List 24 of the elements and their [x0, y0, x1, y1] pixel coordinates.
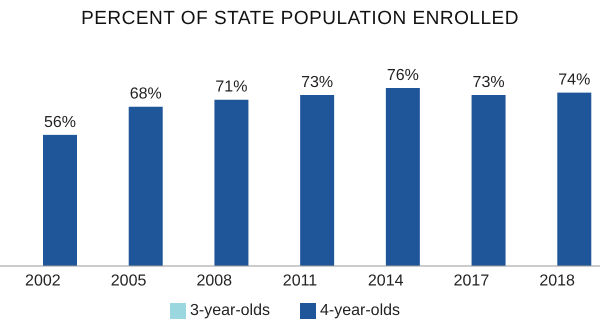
bar	[128, 106, 163, 266]
data-label: 68%	[130, 86, 162, 103]
x-tick-label: 2014	[368, 272, 404, 290]
x-tick-label: 2011	[282, 272, 318, 290]
legend-label: 4-year-olds	[320, 302, 400, 319]
data-label: 74%	[558, 72, 590, 89]
chart-title: PERCENT OF STATE POPULATION ENROLLED	[80, 7, 520, 31]
bar	[214, 100, 248, 266]
x-tick-label: 2008	[196, 272, 232, 290]
bar	[557, 92, 592, 266]
data-label: 73%	[301, 74, 334, 92]
x-tick-label: 2005	[110, 272, 146, 290]
x-tick-label: 2018	[539, 272, 576, 290]
bar	[386, 88, 420, 266]
bar	[472, 95, 506, 266]
data-label: 73%	[472, 74, 505, 92]
bar	[43, 134, 77, 266]
data-label: 71%	[215, 78, 248, 96]
legend-label: 3-year-olds	[190, 302, 270, 319]
x-tick-label: 2017	[454, 272, 490, 290]
x-tick-label: 2002	[25, 272, 61, 290]
data-label: 76%	[386, 67, 419, 84]
bar	[300, 95, 334, 266]
data-label: 56%	[44, 114, 76, 131]
